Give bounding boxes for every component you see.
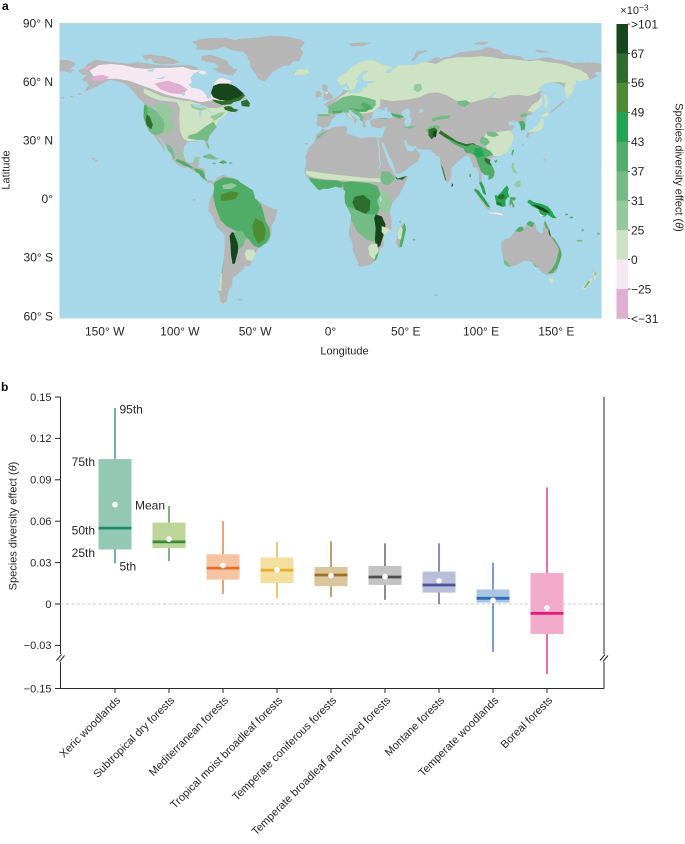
svg-text:30° S: 30° S — [24, 251, 53, 265]
svg-text:0.09: 0.09 — [30, 475, 51, 487]
svg-text:31: 31 — [631, 194, 645, 208]
svg-text:50° E: 50° E — [391, 325, 420, 339]
svg-text:Boreal forests: Boreal forests — [499, 694, 556, 751]
svg-text:>101: >101 — [631, 17, 658, 31]
svg-text:0°: 0° — [42, 192, 54, 206]
svg-text:b: b — [1, 380, 8, 394]
svg-text:Temperate coniferous forests: Temperate coniferous forests — [230, 694, 339, 803]
svg-text:−0.03: −0.03 — [24, 640, 52, 652]
svg-text:0.12: 0.12 — [30, 433, 51, 445]
svg-text:Latitude: Latitude — [0, 150, 12, 189]
svg-text:150° W: 150° W — [85, 325, 125, 339]
svg-text:0: 0 — [631, 253, 638, 267]
svg-text:100° E: 100° E — [463, 325, 499, 339]
svg-text:<−31: <−31 — [631, 312, 659, 326]
svg-text:75th: 75th — [72, 455, 95, 469]
svg-text:50th: 50th — [72, 523, 95, 537]
svg-text:Species diversity effect (θ): Species diversity effect (θ) — [8, 462, 20, 591]
svg-text:25: 25 — [631, 223, 645, 237]
svg-text:56: 56 — [631, 76, 645, 90]
svg-text:25th: 25th — [72, 546, 95, 560]
svg-text:90° N: 90° N — [23, 16, 53, 30]
svg-text:Tropical moist broadleaf fores: Tropical moist broadleaf forests — [168, 694, 285, 811]
svg-text:37: 37 — [631, 165, 645, 179]
svg-text:Mean: Mean — [135, 498, 165, 512]
svg-text:−0.15: −0.15 — [24, 683, 52, 695]
svg-text:a: a — [2, 0, 9, 13]
svg-text:0.06: 0.06 — [30, 516, 51, 528]
svg-text:49: 49 — [631, 106, 645, 120]
svg-text:×10−3: ×10−3 — [620, 3, 649, 18]
svg-text:60° N: 60° N — [23, 75, 53, 89]
svg-text:0.03: 0.03 — [30, 557, 51, 569]
svg-text:0: 0 — [45, 599, 51, 611]
svg-text:Longitude: Longitude — [320, 346, 368, 358]
svg-text:Species diversity effect (θ): Species diversity effect (θ) — [673, 103, 685, 232]
svg-text:150° E: 150° E — [538, 325, 574, 339]
svg-text:−25: −25 — [631, 282, 652, 296]
svg-text:100° W: 100° W — [160, 325, 200, 339]
svg-text:5th: 5th — [120, 559, 137, 573]
svg-text:30° N: 30° N — [23, 134, 53, 148]
svg-text:0.15: 0.15 — [30, 392, 51, 404]
svg-text:95th: 95th — [120, 403, 143, 417]
svg-text:60° S: 60° S — [24, 309, 53, 323]
svg-text:0°: 0° — [325, 325, 337, 339]
svg-text:50° W: 50° W — [239, 325, 272, 339]
svg-text:67: 67 — [631, 47, 645, 61]
svg-text:43: 43 — [631, 135, 645, 149]
